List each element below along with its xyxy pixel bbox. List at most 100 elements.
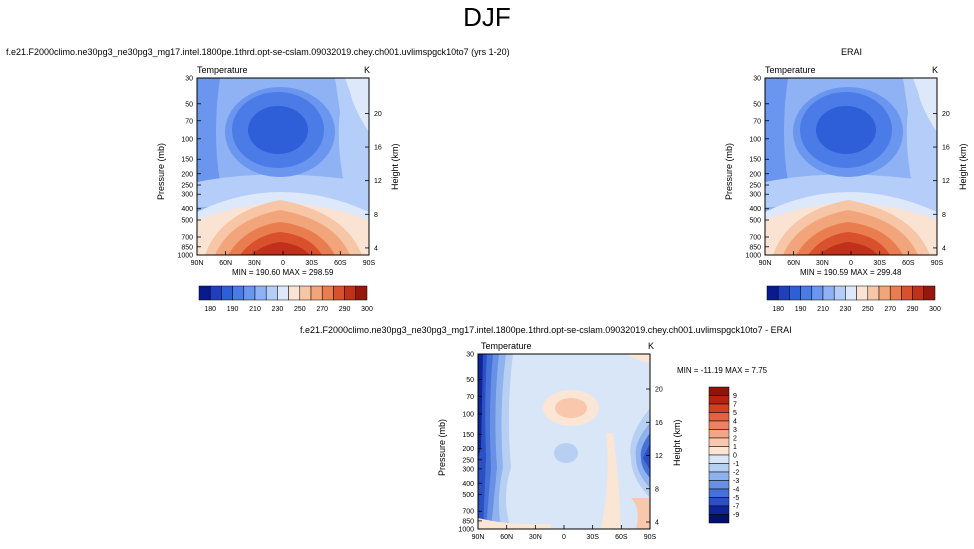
colorbar-swatch [811,285,824,301]
height-tick-label: 4 [374,245,378,252]
colorbar-label: 290 [907,306,919,313]
diff-y2-axis-label: Height (km) [672,419,682,466]
model-y-ticks: 30 50 70 100 150 200 250 300 400 500 700 850 1000 20 1… [177,76,381,268]
colorbar-label: 300 [929,306,941,313]
colorbar-swatch [299,285,312,301]
colorbar-label: 7 [733,402,737,409]
colorbar-swatch [833,285,846,301]
colorbar-label: 1 [733,444,737,451]
colorbar-swatch [708,412,730,422]
colorbar-swatch [845,285,857,301]
obs-y-ticks: 30 50 70 100 150 200 250 300 400 500 700 850 1000 20 1… [745,76,949,268]
pressure-tick-label: 30 [185,76,193,83]
colorbar-swatch [708,505,730,515]
obs-colorbar: 180 190 210 230 250 270 290 300 [766,285,941,313]
latitude-tick-label: 60S [902,260,915,267]
colorbar-label: 230 [840,306,852,313]
height-tick-label: 12 [374,178,382,185]
colorbar-swatch [708,420,730,430]
height-tick-label: 20 [655,387,663,394]
pressure-tick-label: 1000 [458,527,474,534]
pressure-tick-label: 400 [749,206,761,213]
pressure-tick-label: 100 [749,136,761,143]
colorbar-swatch [708,480,730,490]
pressure-tick-label: 150 [749,157,761,164]
height-tick-label: 4 [655,520,659,527]
colorbar-label: 270 [316,306,328,313]
colorbar-swatch [708,514,730,524]
colorbar-label: -5 [733,495,739,502]
colorbar-swatch [878,285,891,301]
pressure-tick-label: 200 [462,446,474,453]
colorbar-label: 290 [339,306,351,313]
pressure-tick-label: 700 [462,509,474,516]
colorbar-label: 4 [733,419,737,426]
colorbar-swatch [867,285,880,301]
height-tick-label: 8 [942,212,946,219]
pressure-tick-label: 250 [749,183,761,190]
pressure-tick-label: 50 [185,101,193,108]
latitude-tick-label: 30S [305,260,318,267]
colorbar-label: -9 [733,512,739,519]
pressure-tick-label: 100 [181,136,193,143]
model-y-axis-label: Pressure (mb) [156,142,166,200]
colorbar-swatch [321,285,334,301]
model-contour-plot: 30 50 70 100 150 200 250 300 400 500 700 850 1000 20 1… [177,76,381,268]
diff-contour-plot: 30 50 70 100 150 200 250 300 400 500 700 850 1000 20 1… [458,352,662,542]
pressure-tick-label: 400 [181,206,193,213]
pressure-tick-label: 850 [462,518,474,525]
colorbar-label: -7 [733,504,739,511]
obs-panel-title: ERAI [841,47,863,57]
colorbar-swatch [243,285,256,301]
colorbar-label: 270 [884,306,896,313]
height-tick-label: 12 [942,178,950,185]
colorbar-label: 230 [272,306,284,313]
pressure-tick-label: 300 [749,192,761,199]
pressure-tick-label: 500 [462,492,474,499]
diff-colorbar: 9 75 43 21 0-1 -2-3 -4-5 -7-9 [708,386,739,524]
colorbar-swatch [901,285,913,301]
colorbar-swatch [254,285,267,301]
pressure-tick-label: 300 [181,192,193,199]
colorbar-label: 210 [817,306,829,313]
colorbar-swatch [800,285,813,301]
colorbar-swatch [708,386,730,396]
obs-y2-axis-label: Height (km) [958,143,968,190]
pressure-tick-label: 100 [462,412,474,419]
diff-variable-label: Temperature [481,341,532,351]
latitude-tick-label: 60N [787,260,800,267]
colorbar-swatch [344,285,357,301]
colorbar-swatch [923,285,936,301]
colorbar-swatch [708,403,730,413]
pressure-tick-label: 850 [181,244,193,251]
pressure-tick-label: 300 [462,466,474,473]
pressure-tick-label: 700 [181,234,193,241]
model-minmax: MIN = 190.60 MAX = 298.59 [232,268,334,277]
colorbar-label: -1 [733,461,739,468]
colorbar-label: 5 [733,410,737,417]
pressure-tick-label: 70 [185,118,193,125]
colorbar-swatch [708,488,730,498]
colorbar-label: -3 [733,478,739,485]
height-tick-label: 12 [655,453,663,460]
model-contour-fill [197,78,369,255]
pressure-tick-label: 250 [181,183,193,190]
latitude-tick-label: 30N [529,534,542,541]
diff-y-ticks: 30 50 70 100 150 200 250 300 400 500 700 850 1000 20 1… [458,352,662,542]
pressure-tick-label: 50 [466,377,474,384]
colorbar-swatch [912,285,925,301]
colorbar-swatch [209,285,222,301]
colorbar-swatch [708,471,730,481]
model-units-label: K [364,65,371,75]
colorbar-label: -4 [733,487,739,494]
diff-panel-title: f.e21.F2000climo.ne30pg3_ne30pg3_mg17.in… [300,325,792,335]
latitude-tick-label: 90S [931,260,944,267]
latitude-tick-label: 30S [873,260,886,267]
colorbar-label: 3 [733,427,737,434]
height-tick-label: 4 [942,245,946,252]
colorbar-label: 0 [733,453,737,460]
colorbar-swatch [889,285,902,301]
colorbar-label: 180 [772,306,784,313]
model-panel-title: f.e21.F2000climo.ne30pg3_ne30pg3_mg17.in… [6,47,510,57]
model-colorbar: 180 190 210 230 250 270 290 300 [198,285,373,313]
